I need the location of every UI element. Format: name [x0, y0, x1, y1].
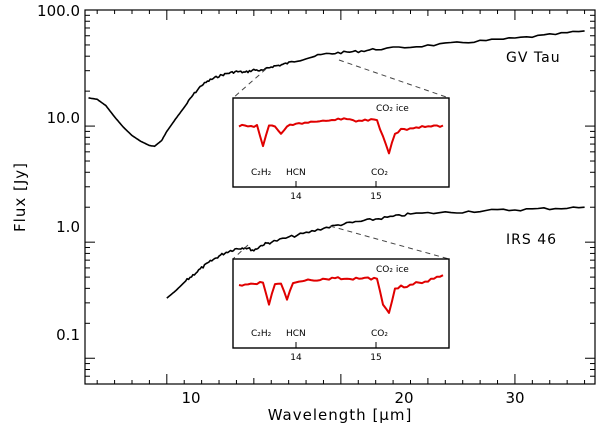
series-line-gv-tau — [88, 30, 585, 148]
inset-tick-label: 14 — [290, 353, 302, 363]
inset-tick-label: 14 — [290, 192, 302, 202]
series-label-gv-tau: GV Tau — [506, 50, 561, 66]
inset-irs-46: C₂H₂ HCN CO₂ CO₂ ice 14 15 — [232, 258, 450, 363]
label-hcn: HCN — [286, 329, 306, 339]
inset-tick-label: 15 — [370, 192, 381, 202]
inset-spectrum — [238, 117, 444, 155]
inset-gv-tau: C₂H₂ HCN CO₂ CO₂ ice 14 15 — [232, 97, 450, 202]
zoom-line-left-bottom — [232, 244, 249, 260]
series-line-irs-46 — [166, 206, 585, 299]
y-tick-label: 10.0 — [47, 109, 80, 127]
x-tick-label: 10 — [181, 389, 200, 407]
y-tick-labels: 0.1 1.0 10.0 100.0 — [37, 2, 80, 344]
zoom-line-right-bottom — [329, 225, 450, 260]
y-tick-label: 0.1 — [56, 326, 80, 344]
x-tick-label: 20 — [394, 389, 413, 407]
plot-frame — [84, 9, 596, 385]
label-co2: CO₂ — [371, 329, 388, 339]
y-axis-title: Flux [Jy] — [11, 162, 29, 232]
label-c2h2: C₂H₂ — [251, 329, 272, 339]
x-axis-title: Wavelength [μm] — [268, 406, 413, 424]
series-label-irs-46: IRS 46 — [506, 232, 557, 248]
x-tick-labels: 10 20 30 — [181, 389, 524, 407]
y-tick-label: 100.0 — [37, 2, 80, 20]
x-tick-label: 30 — [505, 389, 524, 407]
y-tick-label: 1.0 — [56, 218, 80, 236]
label-co2-ice: CO₂ ice — [376, 104, 409, 114]
label-c2h2: C₂H₂ — [251, 168, 272, 178]
inset-frame — [232, 97, 450, 188]
label-co2: CO₂ — [371, 168, 388, 178]
label-co2-ice: CO₂ ice — [376, 265, 409, 275]
inset-spectrum — [238, 274, 444, 314]
axis-ticks — [85, 9, 595, 385]
label-hcn: HCN — [286, 168, 306, 178]
zoom-line-left-top — [232, 68, 267, 99]
zoom-line-right-top — [338, 59, 450, 99]
inset-tick-label: 15 — [370, 353, 381, 363]
